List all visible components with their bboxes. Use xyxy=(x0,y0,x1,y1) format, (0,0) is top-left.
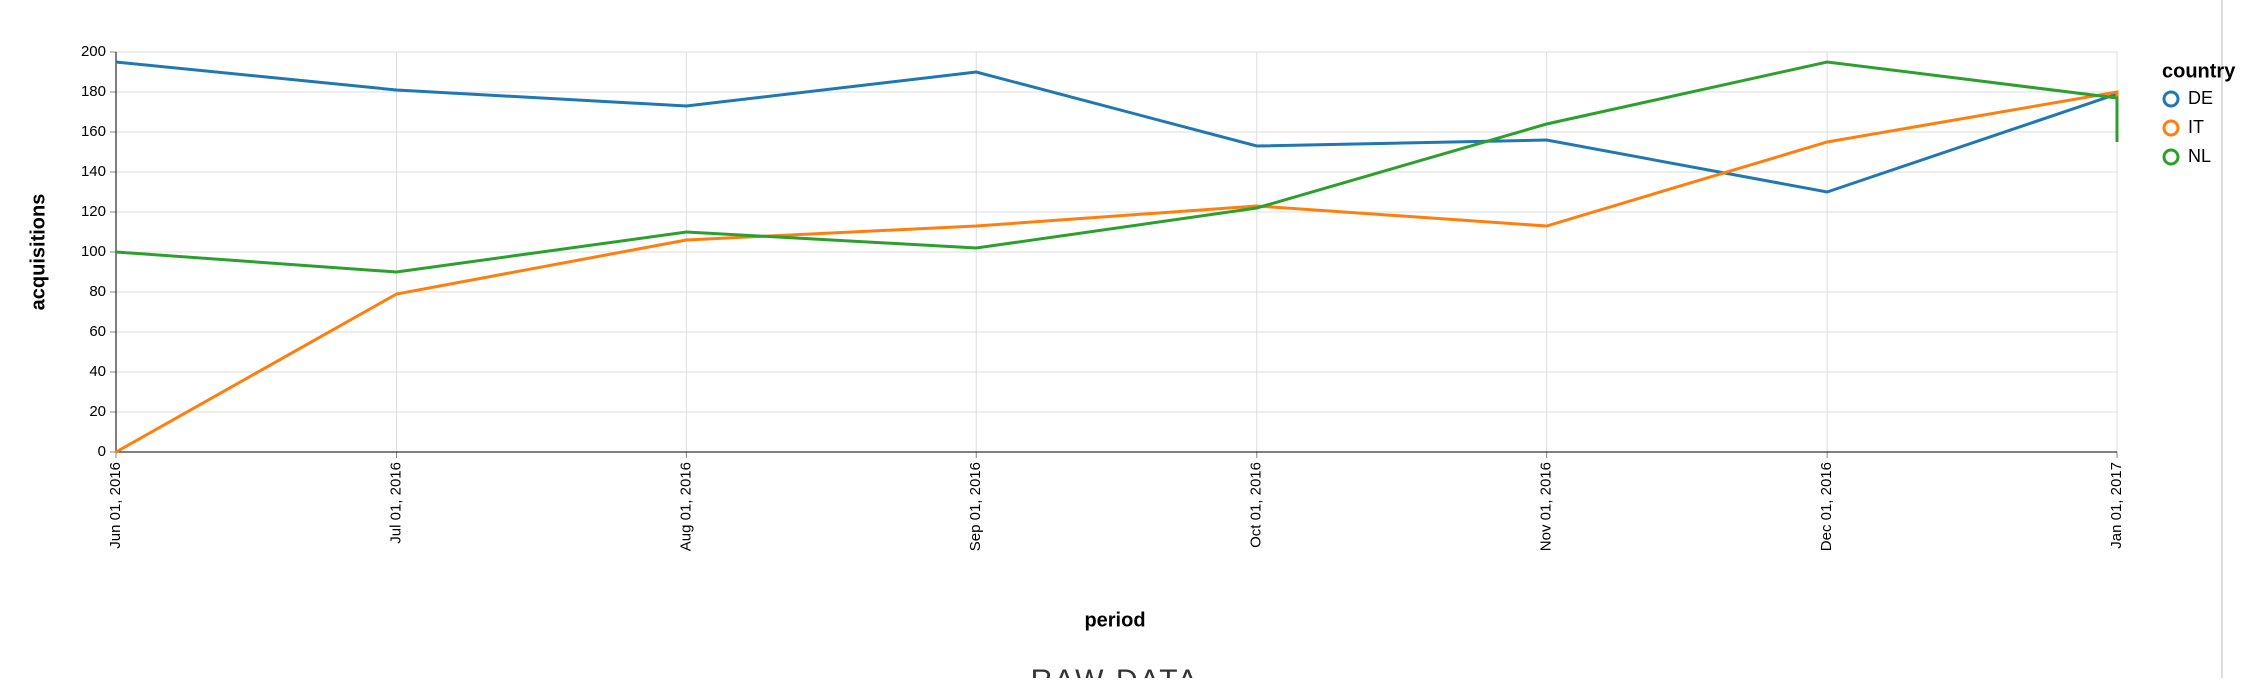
line-series xyxy=(115,60,2119,274)
y-tick-label: 100 xyxy=(81,243,106,260)
legend-symbol xyxy=(2162,90,2180,108)
x-axis-title: period xyxy=(1084,609,1145,631)
legend-label: IT xyxy=(2188,117,2204,137)
y-tick-label: 60 xyxy=(89,323,106,340)
section-heading: RAW DATA xyxy=(1031,664,1200,678)
y-tick-label: 160 xyxy=(81,123,106,140)
y-tick-label: 120 xyxy=(81,203,106,220)
y-axis-title: acquisitions xyxy=(27,194,49,311)
y-tick-label: 180 xyxy=(81,83,106,100)
line-series xyxy=(115,90,2119,454)
x-tick-label: Dec 01, 2016 xyxy=(1818,462,1835,551)
y-tick-label: 40 xyxy=(89,363,106,380)
x-tick-label: Aug 01, 2016 xyxy=(677,462,694,551)
x-tick-label: Jun 01, 2016 xyxy=(107,462,124,549)
x-tick-label: Oct 01, 2016 xyxy=(1248,462,1265,548)
legend-symbol xyxy=(2162,119,2180,137)
legend-symbol xyxy=(2162,148,2180,166)
legend-label: DE xyxy=(2188,88,2213,108)
y-tick-label: 200 xyxy=(81,43,106,60)
x-tick-label: Jul 01, 2016 xyxy=(387,462,404,544)
x-tick-label: Nov 01, 2016 xyxy=(1538,462,1555,551)
y-tick-label: 0 xyxy=(98,443,106,460)
y-tick-label: 140 xyxy=(81,163,106,180)
x-tick-label: Jan 01, 2017 xyxy=(2108,462,2125,549)
y-tick-label: 80 xyxy=(89,283,106,300)
x-tick-label: Sep 01, 2016 xyxy=(967,462,984,551)
legend-title: country xyxy=(2162,60,2236,82)
line-series xyxy=(115,60,2118,194)
legend-label: NL xyxy=(2188,146,2211,166)
y-tick-label: 20 xyxy=(89,403,106,420)
